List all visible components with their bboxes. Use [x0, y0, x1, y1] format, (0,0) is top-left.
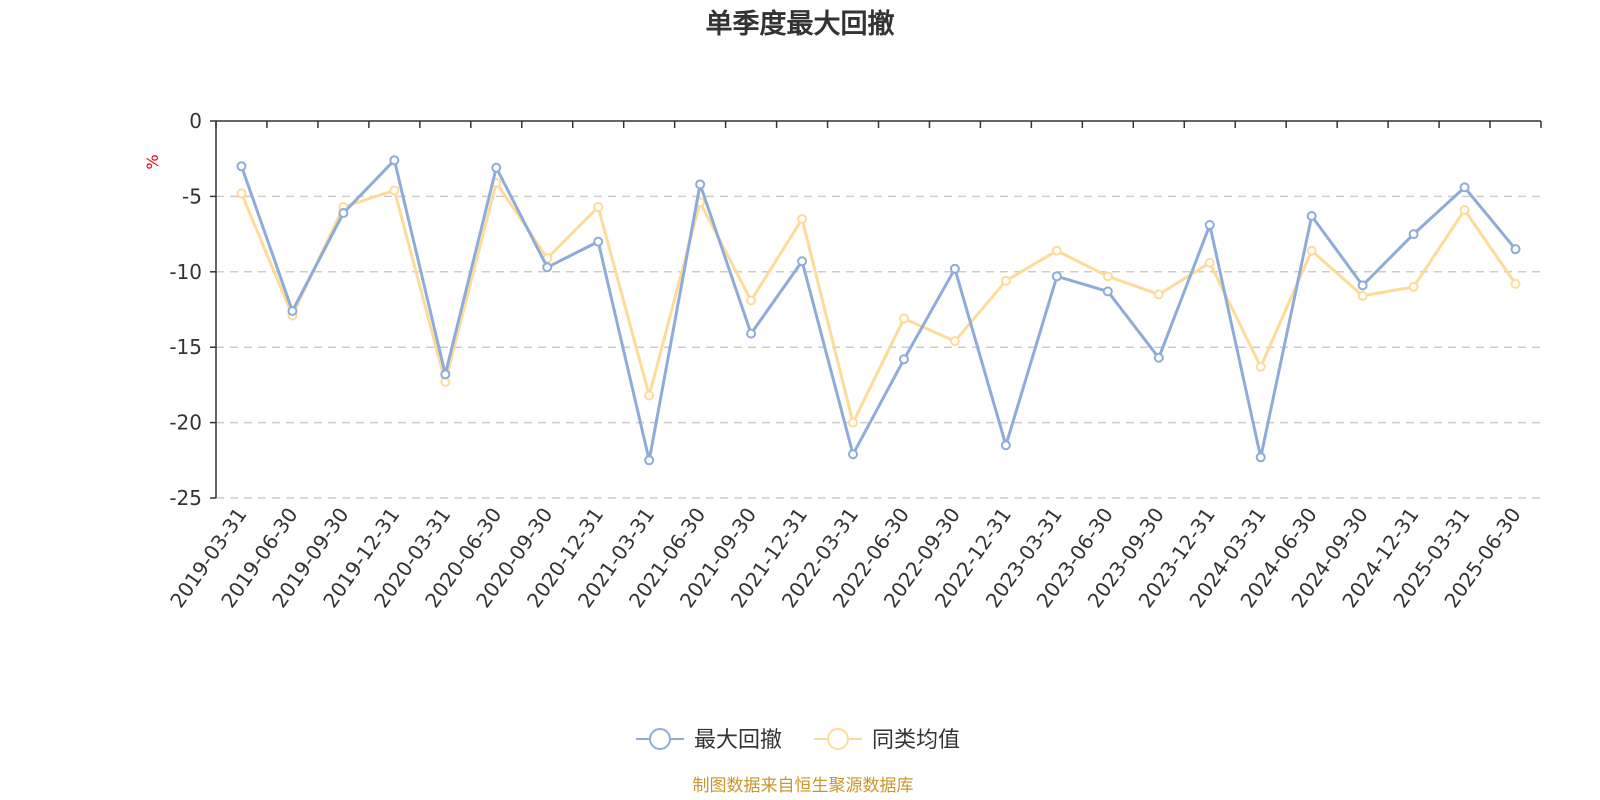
data-point: [1306, 211, 1317, 222]
data-point: [593, 201, 604, 212]
data-point: [1510, 244, 1521, 255]
data-point: [1255, 452, 1266, 463]
data-point: [1102, 271, 1113, 282]
data-point: [593, 236, 604, 247]
data-point: [1102, 286, 1113, 297]
y-tick-label: -10: [169, 260, 202, 284]
data-point: [440, 369, 451, 380]
legend[interactable]: 最大回撤 同类均值: [636, 728, 960, 753]
data-point: [797, 214, 808, 225]
legend-label-peer-average: 同类均值: [872, 728, 960, 753]
y-axis-unit: %: [143, 154, 162, 169]
data-point: [1357, 280, 1368, 291]
legend-item-peer-average[interactable]: 同类均值: [814, 728, 960, 753]
series-lines: [236, 155, 1521, 466]
y-tick-label: -15: [169, 335, 202, 359]
data-point: [1000, 275, 1011, 286]
grid-lines: [216, 195, 1541, 499]
legend-label-max-drawdown: 最大回撤: [694, 728, 782, 753]
y-tick-label: 0: [189, 109, 202, 133]
data-point: [1204, 257, 1215, 268]
data-point: [236, 161, 247, 172]
data-point: [949, 263, 960, 274]
data-point: [644, 390, 655, 401]
data-point: [898, 354, 909, 365]
data-point: [1306, 245, 1317, 256]
data-point: [746, 295, 757, 306]
data-point: [491, 162, 502, 173]
data-point: [848, 449, 859, 460]
data-point: [1408, 229, 1419, 240]
legend-item-max-drawdown[interactable]: 最大回撤: [636, 728, 782, 753]
data-point: [1153, 289, 1164, 300]
y-tick-label: -20: [169, 411, 202, 435]
data-point: [695, 179, 706, 190]
data-point: [797, 256, 808, 267]
data-point: [1255, 361, 1266, 372]
data-point: [389, 185, 400, 196]
data-point: [1357, 290, 1368, 301]
data-source-note: 制图数据来自恒生聚源数据库: [693, 776, 914, 796]
data-point: [1510, 278, 1521, 289]
data-point: [542, 262, 553, 273]
data-point: [746, 328, 757, 339]
data-point: [1408, 281, 1419, 292]
chart-title: 单季度最大回撤: [706, 8, 895, 40]
data-point: [389, 155, 400, 166]
x-tick-labels: 2019-03-312019-06-302019-09-302019-12-31…: [165, 503, 1525, 612]
data-point: [1459, 204, 1470, 215]
data-point: [1000, 440, 1011, 451]
series-line-peer-average: [240, 181, 1517, 425]
data-point: [338, 207, 349, 218]
y-tick-label: -25: [169, 486, 202, 510]
data-point: [1204, 220, 1215, 231]
data-point: [287, 306, 298, 317]
data-point: [644, 455, 655, 466]
y-tick-labels: 0 -5 -10 -15 -20 -25: [169, 109, 202, 510]
data-point: [1153, 352, 1164, 363]
series-line-max-drawdown: [240, 158, 1517, 462]
data-point: [236, 188, 247, 199]
data-point: [1459, 182, 1470, 193]
data-point: [1051, 245, 1062, 256]
axes: [210, 120, 1542, 499]
data-point: [848, 417, 859, 428]
y-tick-label: -5: [182, 184, 202, 208]
data-point: [949, 336, 960, 347]
data-point: [1051, 271, 1062, 282]
data-point: [898, 313, 909, 324]
